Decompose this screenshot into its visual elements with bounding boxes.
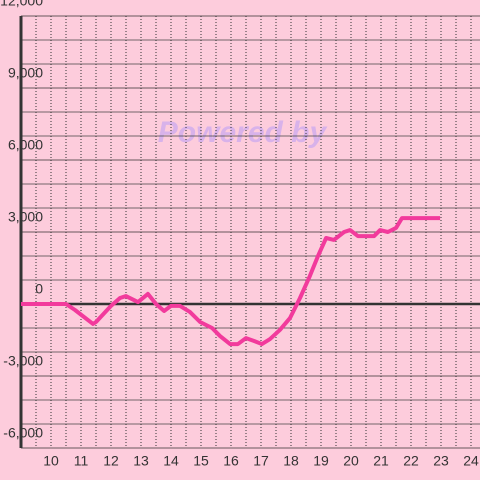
y-tick-label: 6,000 <box>8 137 43 153</box>
y-tick-label: -6,000 <box>3 425 43 441</box>
x-tick-label: 12 <box>103 453 119 469</box>
y-tick-label: 0 <box>35 281 43 297</box>
y-tick-label: 12,000 <box>0 0 43 9</box>
x-tick-label: 17 <box>253 453 269 469</box>
data-line <box>21 216 441 347</box>
x-tick-label: 18 <box>283 453 299 469</box>
y-tick-label: 3,000 <box>8 209 43 225</box>
x-tick-label: 11 <box>74 453 89 469</box>
x-tick-label: 13 <box>133 453 149 469</box>
x-tick-label: 22 <box>403 453 419 469</box>
x-tick-label: 16 <box>223 453 239 469</box>
watermark: Powered by <box>158 116 328 149</box>
x-tick-label: 14 <box>163 453 179 469</box>
x-tick-label: 20 <box>343 453 359 469</box>
y-tick-label: -3,000 <box>3 353 43 369</box>
x-tick-label: 24 <box>463 453 479 469</box>
y-tick-label: 9,000 <box>8 65 43 81</box>
x-tick-label: 10 <box>43 453 59 469</box>
x-tick-label: 21 <box>373 453 389 469</box>
x-tick-label: 15 <box>193 453 209 469</box>
x-tick-label: 23 <box>433 453 449 469</box>
x-tick-label: 19 <box>313 453 329 469</box>
